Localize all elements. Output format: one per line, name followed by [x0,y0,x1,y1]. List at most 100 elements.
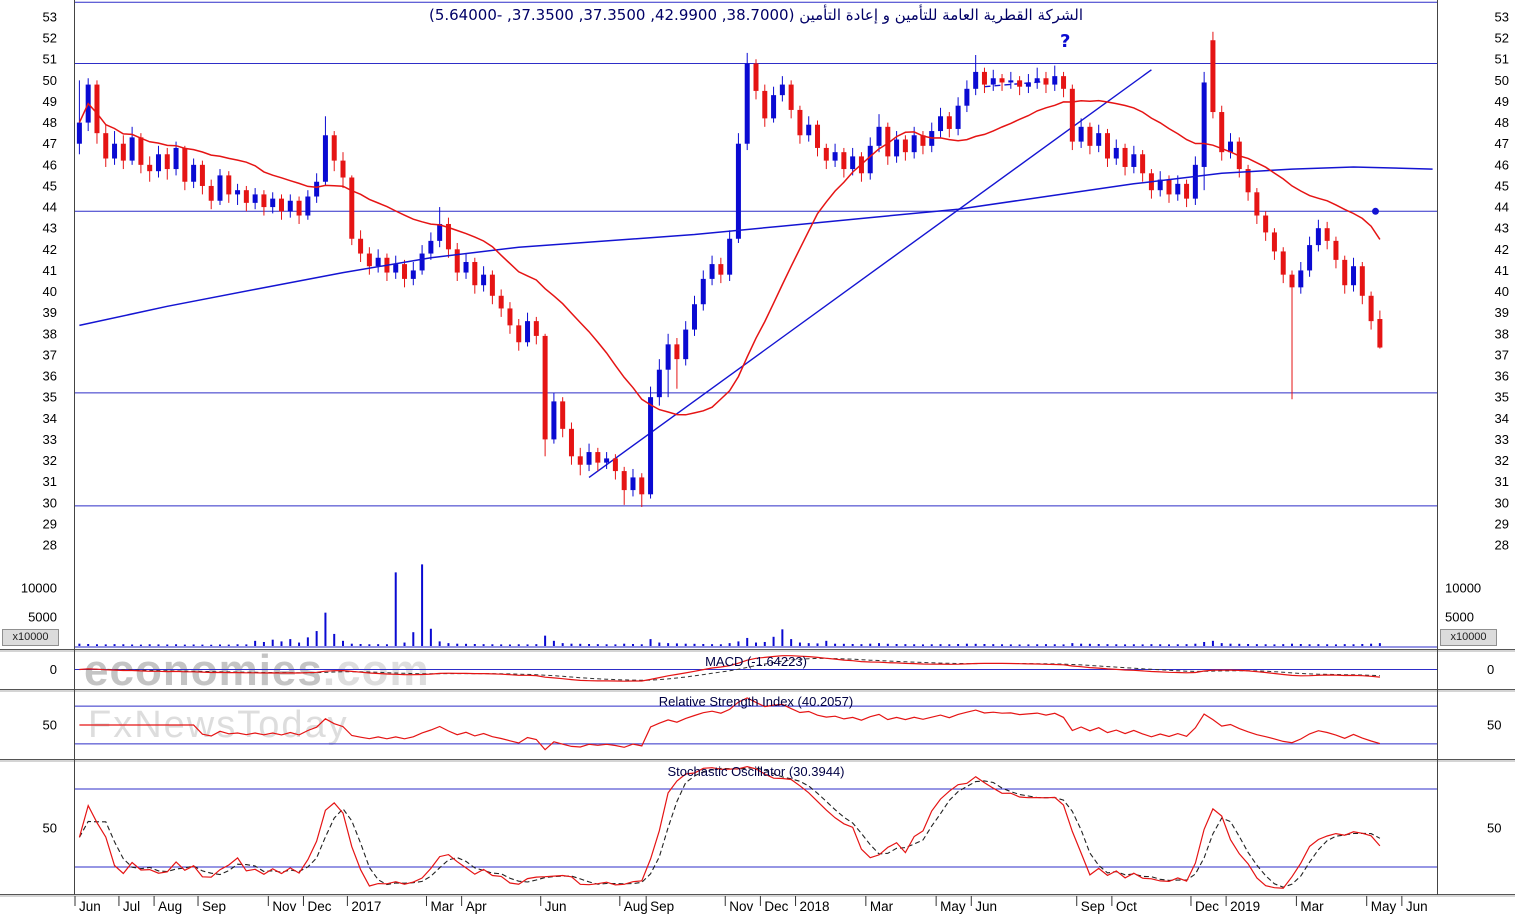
svg-text:49: 49 [43,94,57,109]
svg-text:34: 34 [1495,411,1509,426]
svg-text:Jul: Jul [123,899,140,914]
svg-text:30: 30 [1495,495,1509,510]
stochastic-pane-label: Stochastic Oscillator (30.3944) [667,764,845,779]
svg-text:36: 36 [43,369,57,384]
svg-text:Jun: Jun [1406,899,1428,914]
svg-text:45: 45 [43,178,57,193]
price-gridlines [75,1,1437,507]
svg-text:0: 0 [50,662,57,677]
svg-text:33: 33 [43,432,57,447]
svg-text:5000: 5000 [1445,609,1474,624]
svg-text:50: 50 [1487,821,1501,836]
svg-text:Apr: Apr [466,899,488,914]
svg-text:Nov: Nov [729,899,753,914]
svg-text:43: 43 [1495,221,1509,236]
svg-text:34: 34 [43,411,57,426]
svg-text:31: 31 [43,474,57,489]
svg-text:41: 41 [43,263,57,278]
volume-multiplier-left: x10000 [2,629,59,646]
svg-text:33: 33 [1495,432,1509,447]
svg-text:Dec: Dec [1195,899,1219,914]
svg-text:40: 40 [1495,284,1509,299]
svg-text:44: 44 [1495,200,1509,215]
time-axis: Jun Jul Aug Sep Nov Dec 2017 Mar Apr Jun Aug Sep Nov… [74,896,1428,914]
svg-text:May: May [940,899,966,914]
svg-text:39: 39 [1495,305,1509,320]
svg-text:Mar: Mar [1300,899,1324,914]
svg-text:51: 51 [1495,52,1509,67]
svg-text:50: 50 [43,821,57,836]
svg-text:49: 49 [1495,94,1509,109]
pane-separators [0,0,1515,897]
svg-text:Mar: Mar [870,899,894,914]
svg-text:38: 38 [43,326,57,341]
svg-text:Mar: Mar [430,899,454,914]
svg-text:39: 39 [43,305,57,320]
svg-text:50: 50 [1487,718,1501,733]
svg-text:37: 37 [43,347,57,362]
svg-text:50: 50 [43,73,57,88]
svg-text:Sep: Sep [202,899,226,914]
svg-text:48: 48 [1495,115,1509,130]
question-annotation[interactable]: ? [1060,31,1071,52]
candles [76,31,1383,507]
svg-text:36: 36 [1495,369,1509,384]
svg-text:43: 43 [43,221,57,236]
svg-text:46: 46 [1495,157,1509,172]
stochastic-pane [75,765,1437,889]
svg-text:10000: 10000 [21,581,57,596]
rsi-pane-label: Relative Strength Index (40.2057) [658,694,854,709]
svg-text:47: 47 [43,136,57,151]
svg-text:2017: 2017 [351,899,381,914]
price-axis: 28 28 29 29 30 30 31 31 32 32 33 33 34 34 35 35 36 36 37 37… [21,10,1509,836]
svg-text:Aug: Aug [158,899,182,914]
svg-text:35: 35 [43,390,57,405]
svg-text:44: 44 [43,200,57,215]
svg-text:Aug: Aug [624,899,648,914]
svg-text:48: 48 [43,115,57,130]
svg-text:31: 31 [1495,474,1509,489]
svg-text:42: 42 [43,242,57,257]
svg-text:35: 35 [1495,390,1509,405]
svg-text:Oct: Oct [1116,899,1137,914]
svg-text:46: 46 [43,157,57,172]
svg-text:52: 52 [1495,31,1509,46]
macd-pane-label: MACD (-1.64223) [705,654,807,669]
svg-text:Sep: Sep [650,899,674,914]
svg-text:50: 50 [43,718,57,733]
svg-text:Jun: Jun [975,899,997,914]
svg-text:38: 38 [1495,326,1509,341]
svg-text:41: 41 [1495,263,1509,278]
svg-text:53: 53 [43,10,57,25]
volume-multiplier-right: x10000 [1440,629,1497,646]
svg-text:32: 32 [43,453,57,468]
svg-text:50: 50 [1495,73,1509,88]
svg-text:51: 51 [43,52,57,67]
svg-text:29: 29 [1495,516,1509,531]
svg-text:40: 40 [43,284,57,299]
svg-text:5000: 5000 [28,609,57,624]
svg-text:Nov: Nov [272,899,296,914]
svg-text:45: 45 [1495,178,1509,193]
svg-text:May: May [1371,899,1397,914]
macd-pane [75,655,1437,682]
svg-text:0: 0 [1487,662,1494,677]
svg-text:28: 28 [1495,538,1509,553]
chart-title: الشركة القطرية العامة للتأمين و إعادة ال… [428,6,1084,24]
svg-text:37: 37 [1495,347,1509,362]
svg-text:30: 30 [43,495,57,510]
svg-text:Dec: Dec [764,899,788,914]
svg-text:52: 52 [43,31,57,46]
svg-text:2019: 2019 [1230,899,1260,914]
svg-text:Dec: Dec [307,899,331,914]
svg-text:10000: 10000 [1445,581,1481,596]
svg-text:53: 53 [1495,10,1509,25]
svg-text:28: 28 [43,538,57,553]
svg-text:29: 29 [43,516,57,531]
svg-text:Jun: Jun [545,899,567,914]
moving-averages [78,99,1433,416]
rsi-pane [75,697,1437,751]
svg-text:Sep: Sep [1081,899,1105,914]
svg-text:Jun: Jun [79,899,101,914]
